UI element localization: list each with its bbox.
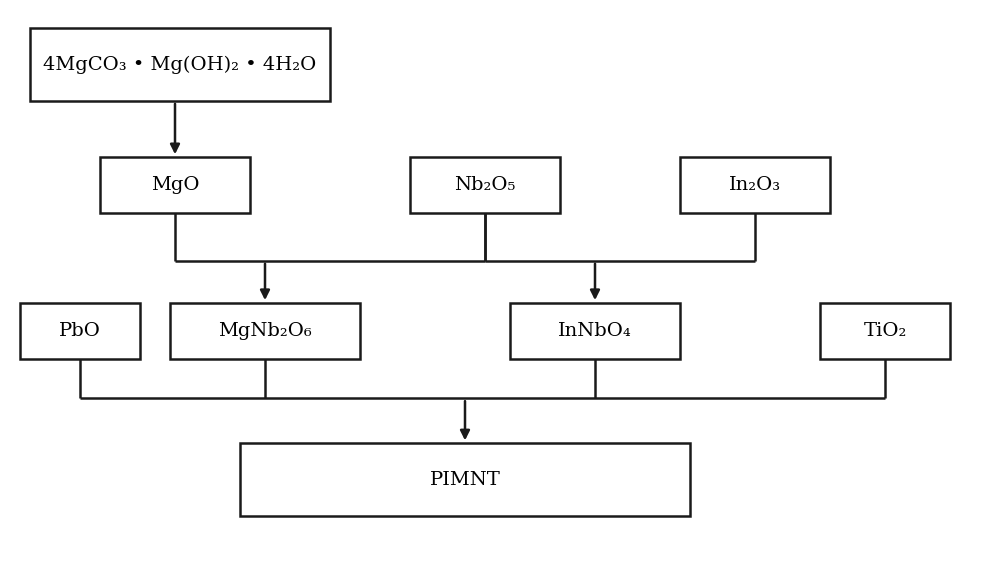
Text: Nb₂O₅: Nb₂O₅	[454, 176, 516, 194]
FancyBboxPatch shape	[410, 157, 560, 213]
FancyBboxPatch shape	[30, 28, 330, 101]
Text: TiO₂: TiO₂	[863, 322, 907, 340]
FancyBboxPatch shape	[240, 443, 690, 516]
FancyBboxPatch shape	[680, 157, 830, 213]
Text: InNbO₄: InNbO₄	[558, 322, 632, 340]
FancyBboxPatch shape	[820, 303, 950, 359]
FancyBboxPatch shape	[170, 303, 360, 359]
Text: In₂O₃: In₂O₃	[729, 176, 781, 194]
FancyBboxPatch shape	[510, 303, 680, 359]
FancyBboxPatch shape	[100, 157, 250, 213]
Text: MgNb₂O₆: MgNb₂O₆	[218, 322, 312, 340]
Text: MgO: MgO	[151, 176, 199, 194]
Text: 4MgCO₃ • Mg(OH)₂ • 4H₂O: 4MgCO₃ • Mg(OH)₂ • 4H₂O	[43, 56, 317, 73]
Text: PbO: PbO	[59, 322, 101, 340]
FancyBboxPatch shape	[20, 303, 140, 359]
Text: PIMNT: PIMNT	[430, 471, 500, 489]
